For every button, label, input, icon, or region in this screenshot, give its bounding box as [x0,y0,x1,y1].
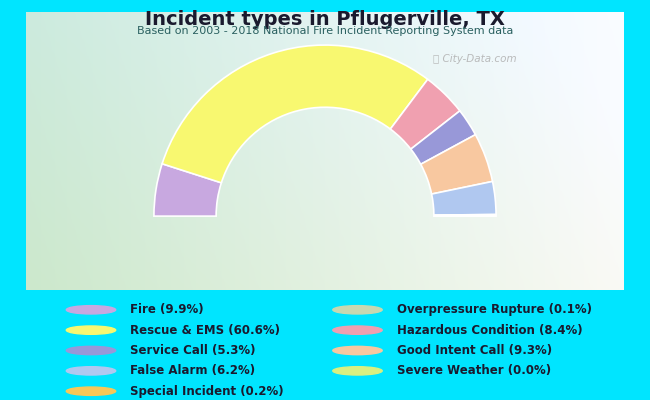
Circle shape [66,326,116,334]
Text: Incident types in Pflugerville, TX: Incident types in Pflugerville, TX [145,10,505,29]
Circle shape [333,326,382,334]
Wedge shape [162,45,428,183]
Text: Rescue & EMS (60.6%): Rescue & EMS (60.6%) [130,324,280,337]
Circle shape [66,306,116,314]
Text: ⓘ City-Data.com: ⓘ City-Data.com [434,54,517,64]
Circle shape [66,367,116,375]
Text: Hazardous Condition (8.4%): Hazardous Condition (8.4%) [396,324,582,337]
Wedge shape [421,135,493,194]
Text: Overpressure Rupture (0.1%): Overpressure Rupture (0.1%) [396,303,592,316]
Text: False Alarm (6.2%): False Alarm (6.2%) [130,364,255,377]
Wedge shape [391,79,460,149]
Text: Based on 2003 - 2018 National Fire Incident Reporting System data: Based on 2003 - 2018 National Fire Incid… [136,26,514,36]
Circle shape [333,306,382,314]
Circle shape [333,346,382,355]
Text: Fire (9.9%): Fire (9.9%) [130,303,203,316]
Wedge shape [154,164,222,216]
Circle shape [333,367,382,375]
Circle shape [66,387,116,395]
Wedge shape [434,214,496,216]
Text: Good Intent Call (9.3%): Good Intent Call (9.3%) [396,344,552,357]
Circle shape [66,346,116,355]
Text: Severe Weather (0.0%): Severe Weather (0.0%) [396,364,551,377]
Wedge shape [411,111,475,164]
Text: Service Call (5.3%): Service Call (5.3%) [130,344,255,357]
Wedge shape [432,182,496,215]
Text: Special Incident (0.2%): Special Incident (0.2%) [130,385,283,398]
